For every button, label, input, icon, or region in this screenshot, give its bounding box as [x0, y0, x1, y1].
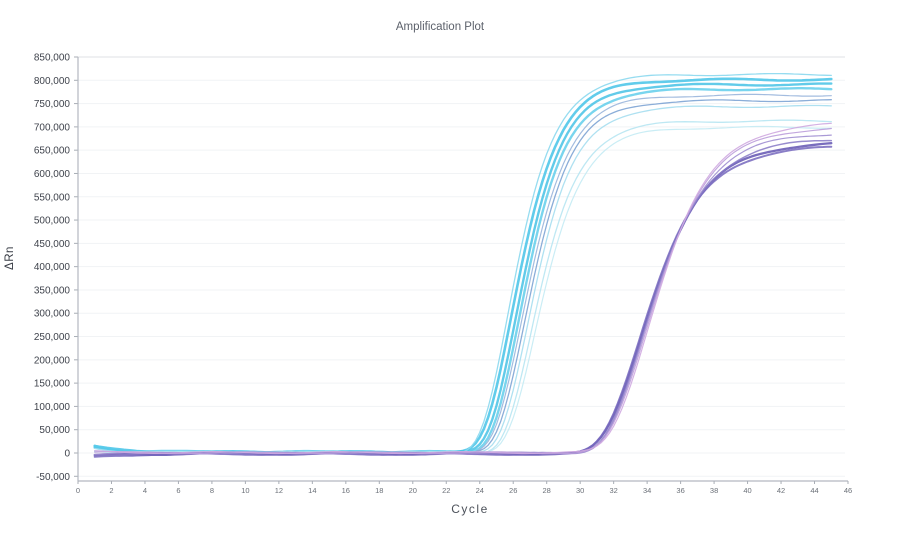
curve-pale-cyan-2 — [94, 119, 832, 455]
y-tick-label: 0 — [64, 449, 70, 460]
y-tick-label: 50,000 — [39, 425, 70, 436]
curve-purple-2 — [93, 145, 833, 458]
curve-cyan-3 — [93, 87, 833, 455]
x-tick-label: 0 — [76, 486, 80, 495]
y-tick-label: 350,000 — [34, 285, 71, 296]
x-tick-label: 38 — [710, 486, 718, 495]
x-tick-label: 2 — [109, 486, 113, 495]
x-tick-label: 40 — [743, 486, 751, 495]
y-tick-label: 150,000 — [34, 379, 71, 390]
y-tick-label: 100,000 — [34, 402, 71, 413]
x-tick-label: 4 — [143, 486, 147, 495]
y-tick-label: 500,000 — [34, 216, 71, 227]
y-tick-label: 550,000 — [34, 192, 71, 203]
y-tick-label: 400,000 — [34, 262, 71, 273]
x-tick-label: 10 — [241, 486, 249, 495]
x-tick-label: 12 — [275, 486, 283, 495]
y-tick-label: 850,000 — [34, 53, 71, 64]
x-tick-label: 8 — [210, 486, 214, 495]
x-axis-label: Cycle — [451, 502, 489, 516]
curve-blue-2 — [94, 99, 832, 455]
curve-orchid-3 — [94, 122, 832, 455]
y-tick-label: 700,000 — [34, 122, 71, 133]
y-tick-label: 800,000 — [34, 76, 71, 87]
x-tick-label: 26 — [509, 486, 517, 495]
x-tick-label: 24 — [476, 486, 484, 495]
curve-purple-3 — [93, 139, 833, 457]
curve-blue-1 — [94, 93, 832, 455]
curve-cyan-2 — [93, 82, 833, 455]
curve-cyan-4 — [94, 72, 832, 455]
y-tick-label: 200,000 — [34, 355, 71, 366]
y-tick-label: 650,000 — [34, 146, 71, 157]
x-tick-label: 34 — [643, 486, 651, 495]
x-tick-label: 30 — [576, 486, 584, 495]
y-tick-label: 450,000 — [34, 239, 71, 250]
x-tick-label: 44 — [810, 486, 818, 495]
x-tick-label: 36 — [676, 486, 684, 495]
x-tick-label: 32 — [609, 486, 617, 495]
x-tick-label: 18 — [375, 486, 383, 495]
x-tick-label: 28 — [543, 486, 551, 495]
curve-cyan-1 — [93, 77, 833, 455]
x-tick-label: 20 — [409, 486, 417, 495]
y-tick-label: 600,000 — [34, 169, 71, 180]
curve-pale-cyan-1 — [94, 104, 832, 455]
y-tick-label: -50,000 — [36, 472, 70, 483]
y-tick-label: 300,000 — [34, 309, 71, 320]
x-tick-label: 22 — [442, 486, 450, 495]
y-tick-label: 250,000 — [34, 332, 71, 343]
x-tick-label: 16 — [342, 486, 350, 495]
x-tick-label: 46 — [844, 486, 852, 495]
curve-purple-1 — [93, 142, 833, 457]
curve-orchid-1 — [94, 134, 832, 455]
x-tick-label: 14 — [308, 486, 316, 495]
chart-title: Amplification Plot — [395, 21, 485, 33]
y-tick-label: 750,000 — [34, 99, 71, 110]
x-tick-label: 42 — [777, 486, 785, 495]
curve-orchid-2 — [94, 127, 832, 455]
x-tick-label: 6 — [176, 486, 180, 495]
